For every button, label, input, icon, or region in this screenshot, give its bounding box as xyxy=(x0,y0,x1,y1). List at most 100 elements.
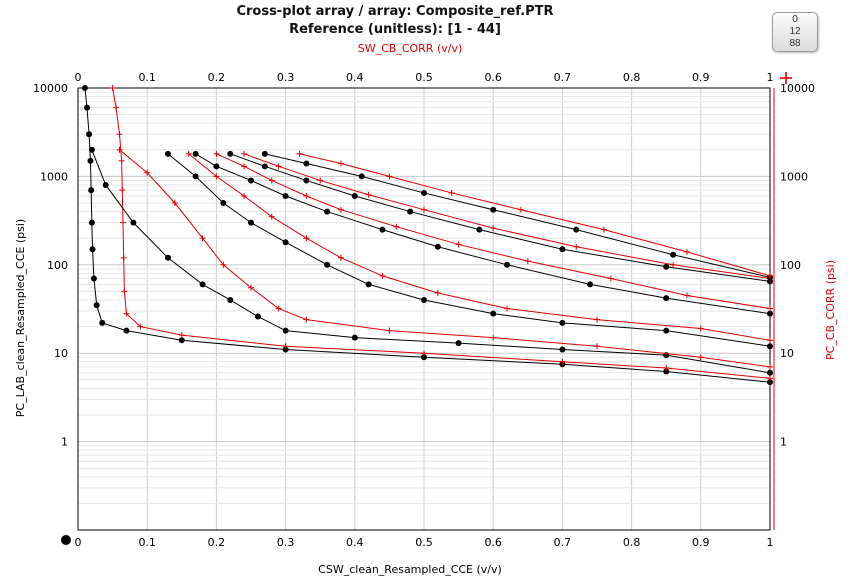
data-point xyxy=(767,310,773,317)
data-point xyxy=(365,191,372,198)
data-point xyxy=(241,150,248,157)
data-point xyxy=(697,354,704,361)
data-point xyxy=(88,146,95,153)
data-point xyxy=(324,261,331,268)
data-point xyxy=(119,219,126,226)
y2-axis-label: PC_CB_CORR (psi) xyxy=(824,260,837,360)
data-point xyxy=(227,296,234,303)
y2-tick-label: 1 xyxy=(780,436,787,449)
x-tick-label: 0 xyxy=(75,536,82,549)
data-point xyxy=(594,316,600,323)
data-point xyxy=(393,223,400,230)
data-point xyxy=(282,239,289,246)
data-point xyxy=(123,327,130,334)
badge-value-bottom: 88 xyxy=(789,38,801,49)
y-tick-label: 1000 xyxy=(40,170,68,183)
data-point xyxy=(337,160,344,167)
data-point xyxy=(670,251,677,258)
data-point xyxy=(254,313,261,320)
data-point xyxy=(337,254,344,261)
data-point xyxy=(192,150,199,157)
data-point xyxy=(93,302,100,309)
data-point xyxy=(248,177,254,184)
data-point xyxy=(386,327,393,334)
data-point xyxy=(185,150,192,157)
x-tick-label: 0.8 xyxy=(623,536,641,549)
data-point xyxy=(476,226,483,233)
x-tick-label: 0.4 xyxy=(346,536,364,549)
series-line xyxy=(230,153,771,282)
chart-subtitle: Reference (unitless): [1 - 44] xyxy=(289,22,501,37)
data-point xyxy=(455,241,462,248)
data-point xyxy=(282,327,289,334)
x-tick-label: 0.6 xyxy=(484,536,502,549)
data-point xyxy=(663,295,670,302)
data-point xyxy=(365,281,372,288)
data-point xyxy=(116,146,123,153)
data-point xyxy=(303,193,310,200)
x2-tick-label: 1 xyxy=(767,71,774,84)
badge-value-top: 0 xyxy=(792,14,798,25)
y-tick-label: 100 xyxy=(47,259,68,272)
data-point xyxy=(303,235,310,242)
x-tick-label: 0.5 xyxy=(415,536,433,549)
x2-tick-label: 0 xyxy=(75,71,82,84)
series-line xyxy=(167,153,771,347)
data-point xyxy=(317,177,324,184)
data-point xyxy=(351,193,358,200)
reference-badge[interactable]: 0 12 88 xyxy=(772,12,818,52)
data-point xyxy=(559,319,566,326)
data-point xyxy=(490,334,497,341)
data-point xyxy=(275,163,282,170)
x2-tick-label: 0.8 xyxy=(623,71,641,84)
data-point xyxy=(282,193,289,200)
data-point xyxy=(573,226,580,233)
data-point xyxy=(144,169,151,176)
data-point xyxy=(663,365,670,372)
data-series xyxy=(81,85,773,386)
data-point xyxy=(386,173,393,180)
y2-tick-label: 1000 xyxy=(780,170,808,183)
x2-tick-label: 0.4 xyxy=(346,71,364,84)
data-point xyxy=(600,226,607,233)
chart-title: Cross-plot array / array: Composite_ref.… xyxy=(236,4,554,19)
plus-icon[interactable] xyxy=(780,72,792,84)
data-point xyxy=(490,225,497,232)
data-point xyxy=(303,177,310,184)
data-point xyxy=(120,254,127,261)
y-tick-label: 1 xyxy=(61,436,68,449)
data-point xyxy=(421,206,427,213)
x2-tick-label: 0.6 xyxy=(484,71,502,84)
data-point xyxy=(86,131,93,138)
data-point xyxy=(116,131,123,138)
x2-tick-label: 0.7 xyxy=(554,71,572,84)
data-point xyxy=(213,150,220,157)
data-point xyxy=(351,334,358,341)
data-point xyxy=(178,332,185,339)
data-point xyxy=(767,337,773,344)
series-line xyxy=(119,149,771,368)
data-point xyxy=(220,200,227,207)
data-point xyxy=(261,163,268,170)
data-point xyxy=(767,343,773,350)
x-tick-label: 0.2 xyxy=(208,536,226,549)
data-point xyxy=(455,340,462,347)
data-point xyxy=(164,150,171,157)
data-point xyxy=(88,187,95,194)
data-point xyxy=(268,177,275,184)
data-point xyxy=(490,206,497,213)
data-point xyxy=(89,246,96,253)
data-point xyxy=(192,173,199,180)
data-point xyxy=(213,173,220,180)
axis-ticks: 0 0 0.1 0.1 0.2 0.2 0.3 0.3 0.4 0.4 0.5 0.5 0.6 0.6 0.… xyxy=(33,71,815,549)
data-point xyxy=(99,319,106,326)
data-point xyxy=(421,189,427,196)
x2-tick-label: 0.2 xyxy=(208,71,226,84)
data-point xyxy=(379,272,386,279)
x-tick-label: 1 xyxy=(767,536,774,549)
data-point xyxy=(199,281,206,288)
series-line xyxy=(195,153,771,315)
data-point xyxy=(559,358,566,365)
x-tick-label: 0.7 xyxy=(554,536,572,549)
